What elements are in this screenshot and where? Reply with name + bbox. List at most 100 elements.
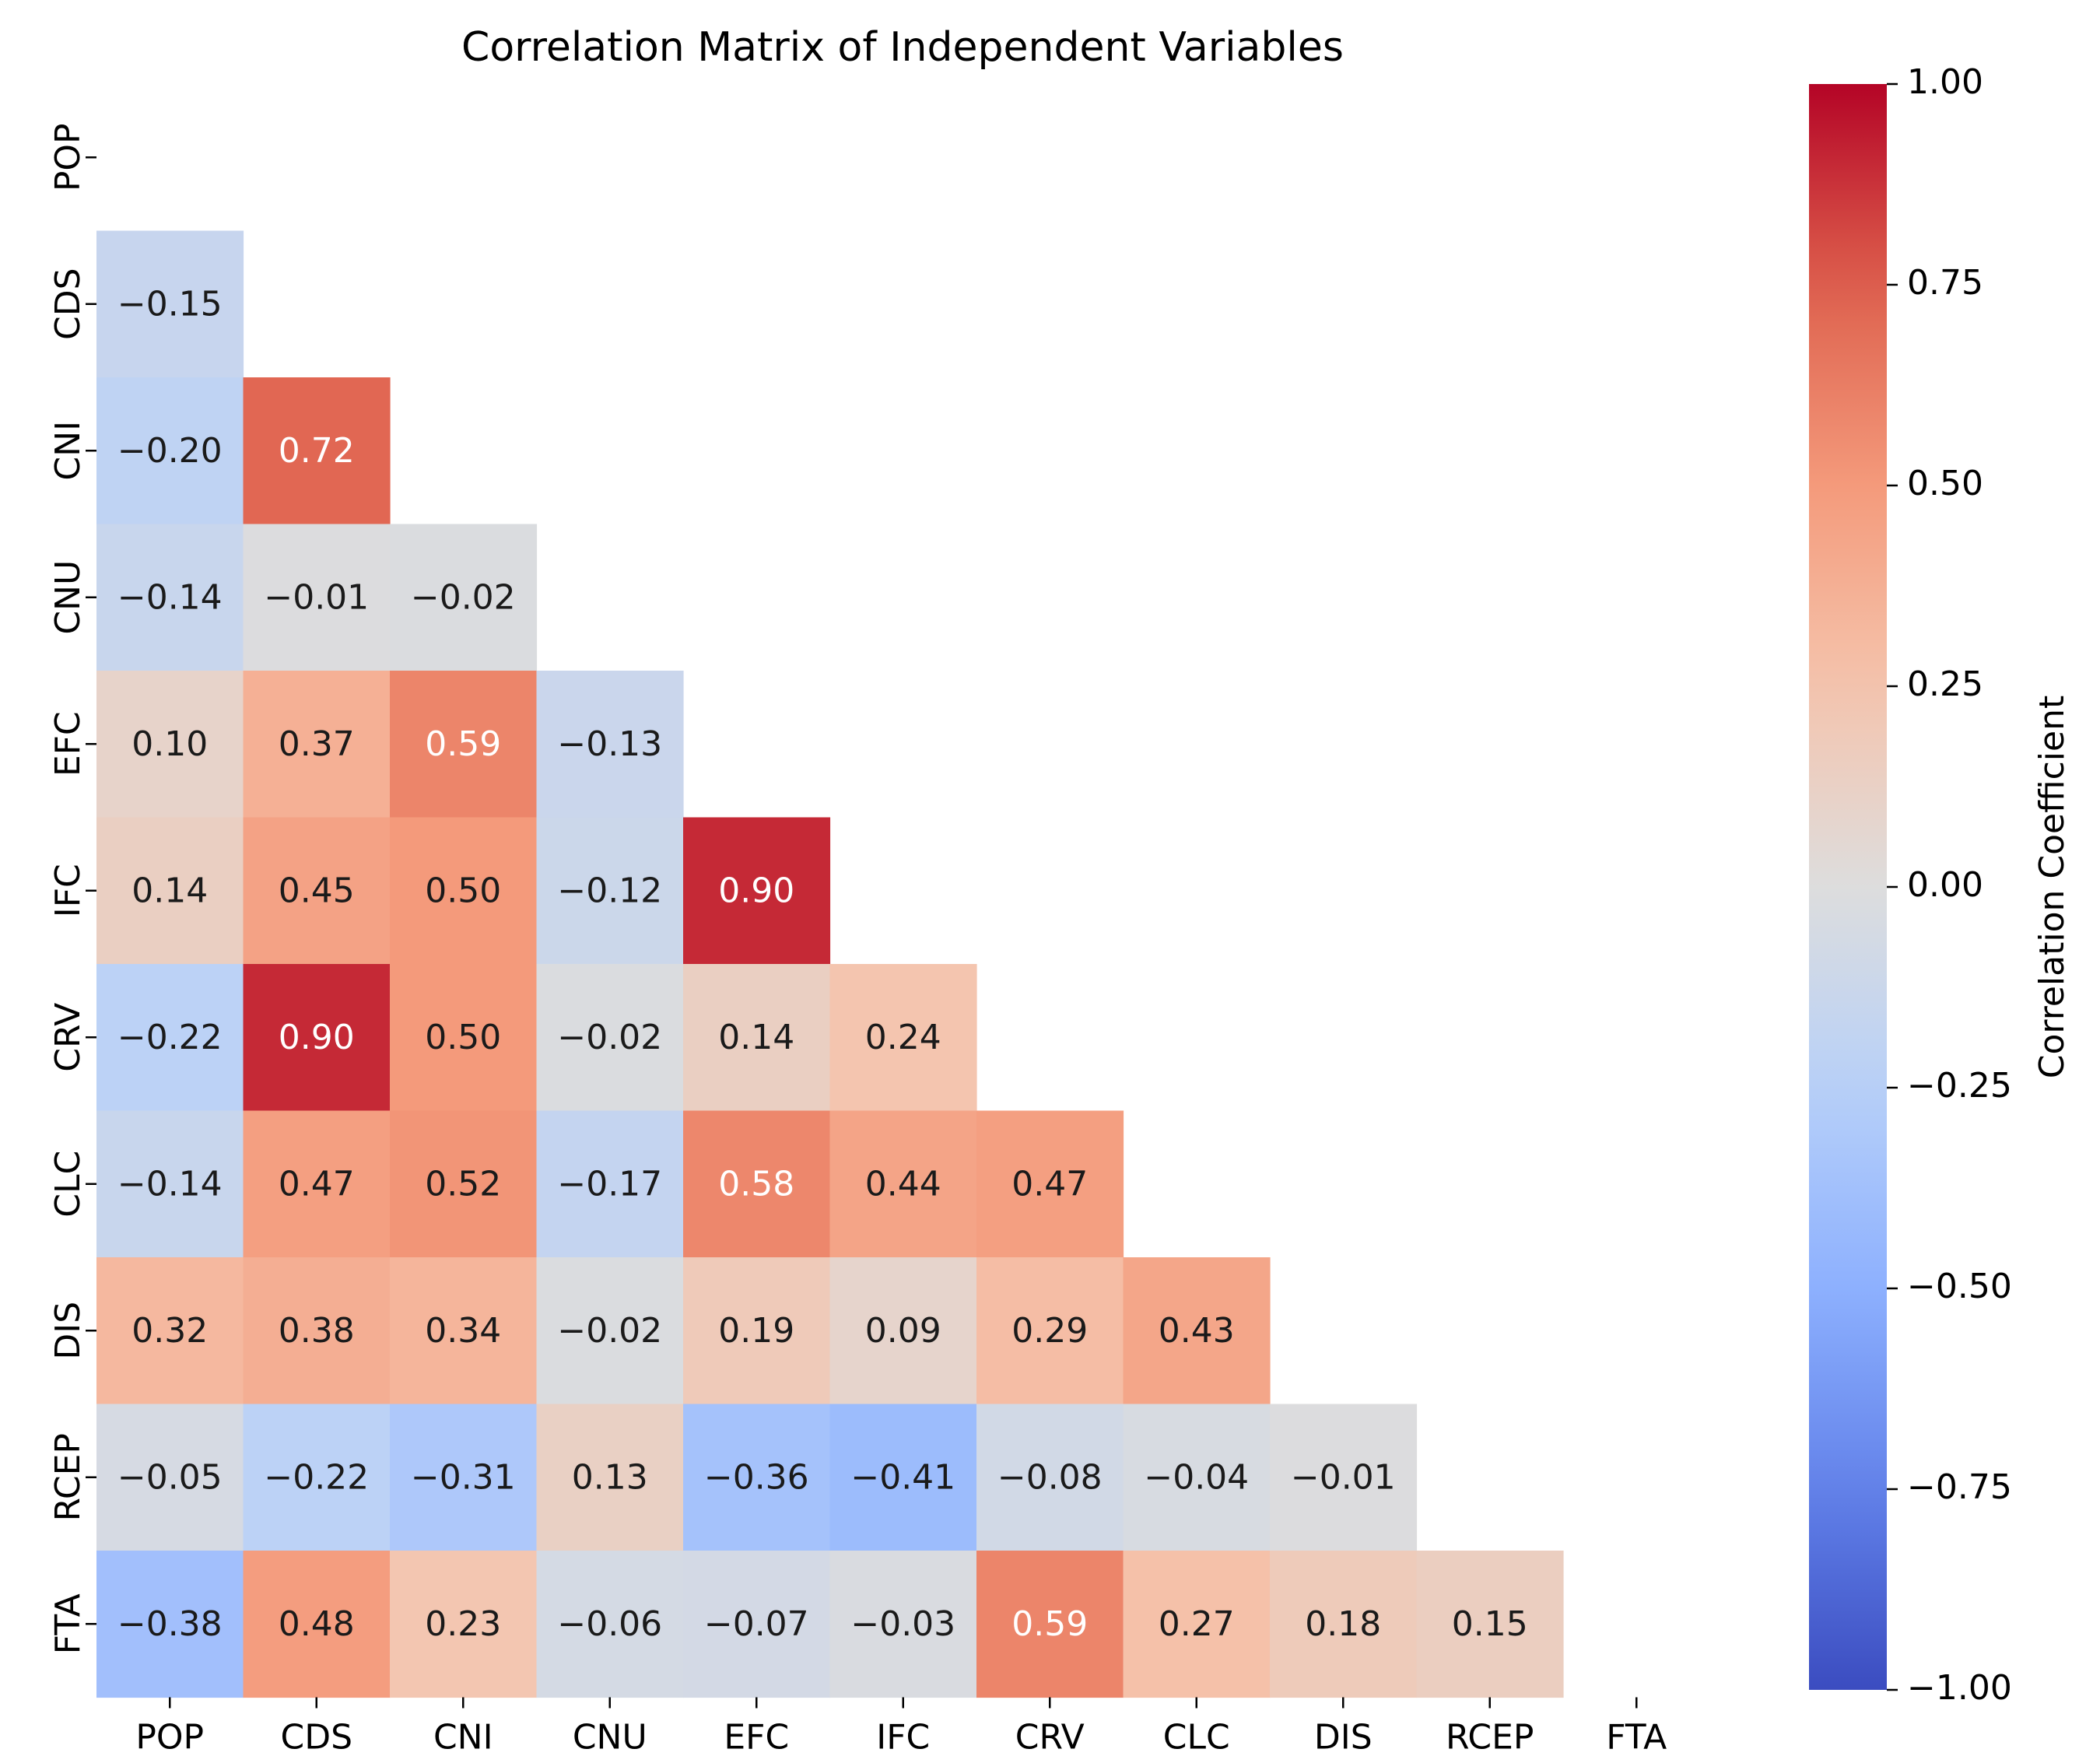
cell-value-fta-efc: −0.07 [704,1604,809,1644]
x-tick-label-dis: DIS [1314,1718,1373,1758]
cell-value-cnu-cni: −0.02 [411,577,516,617]
cell-value-efc-cni: 0.59 [425,724,501,764]
heatmap-cell-crv-cnu [536,964,684,1112]
cell-value-fta-cnu: −0.06 [557,1604,662,1644]
heatmap-cell-efc-cds [243,671,391,818]
cell-value-cnu-pop: −0.14 [117,577,223,617]
cell-value-rcep-ifc: −0.41 [850,1457,955,1497]
cell-value-clc-cnu: −0.17 [557,1164,662,1204]
cell-value-ifc-pop: 0.14 [131,871,208,910]
heatmap-cell-rcep-dis [1270,1404,1418,1551]
heatmap-cell-fta-dis [1270,1551,1418,1698]
cell-value-crv-pop: −0.22 [117,1018,223,1057]
x-tick-label-cni: CNI [433,1718,493,1758]
y-axis-ticks: POP CDS CNI CNU EFC IFC CRV CLC DIS RCEP FTA [48,123,96,1654]
heatmap-cell-crv-cni [390,964,538,1112]
colorbar-tick-label: 0.75 [1907,263,1983,303]
x-tick-label-rcep: RCEP [1446,1718,1534,1758]
cell-value-clc-cni: 0.52 [425,1164,501,1204]
heatmap-cell-fta-rcep [1416,1551,1564,1698]
cell-value-rcep-dis: −0.01 [1291,1457,1396,1497]
colorbar-tick-label: −0.25 [1907,1066,2012,1106]
heatmap-cell-dis-efc [683,1257,831,1405]
heatmap-cell-fta-crv [976,1551,1124,1698]
cell-value-rcep-efc: −0.36 [704,1457,809,1497]
x-tick-label-ifc: IFC [876,1718,930,1758]
cell-value-ifc-cnu: −0.12 [557,871,662,910]
cell-value-fta-clc: 0.27 [1159,1604,1235,1644]
heatmap-cell-ifc-cds [243,817,391,965]
cell-value-clc-cds: 0.47 [279,1164,355,1204]
heatmap-cell-fta-ifc [829,1551,977,1698]
y-tick-label-clc: CLC [48,1151,88,1218]
heatmap-cell-rcep-crv [976,1404,1124,1551]
heatmap-cell-clc-cni [390,1110,538,1258]
colorbar [1809,84,1887,1690]
heatmap-cell-dis-cds [243,1257,391,1405]
colorbar-tick-label: 0.00 [1907,865,1983,905]
heatmap-cell-crv-cds [243,964,391,1112]
heatmap-cell-clc-efc [683,1110,831,1258]
heatmap-cell-rcep-clc [1123,1404,1271,1551]
cell-value-clc-pop: −0.14 [117,1164,223,1204]
cell-value-dis-efc: 0.19 [718,1311,794,1351]
x-tick-label-pop: POP [135,1718,204,1758]
cell-value-fta-cni: 0.23 [425,1604,501,1644]
heatmap-cell-rcep-cnu [536,1404,684,1551]
y-tick-label-efc: EFC [48,711,88,776]
cell-value-cni-cds: 0.72 [279,431,355,471]
y-tick-label-fta: FTA [48,1593,88,1654]
y-tick-label-crv: CRV [48,1003,88,1072]
cell-value-fta-ifc: −0.03 [850,1604,955,1644]
heatmap-cell-dis-clc [1123,1257,1271,1405]
heatmap-cell-fta-pop [96,1551,244,1698]
chart-title: Correlation Matrix of Independent Variab… [461,24,1344,71]
y-tick-label-rcep: RCEP [48,1433,88,1521]
x-axis-ticks: POP CDS CNI CNU EFC IFC CRV CLC DIS RCEP FTA [135,1697,1667,1758]
colorbar-label: Correlation Coefficient [2032,696,2072,1079]
heatmap-cell-cnu-pop [96,524,244,671]
cell-value-dis-cds: 0.38 [279,1311,355,1351]
heatmap-cell-efc-cni [390,671,538,818]
heatmap-cell-efc-pop [96,671,244,818]
cell-value-crv-efc: 0.14 [718,1018,794,1057]
cell-value-efc-cnu: −0.13 [557,724,662,764]
cell-value-rcep-cni: −0.31 [411,1457,516,1497]
heatmap-cell-clc-ifc [829,1110,977,1258]
heatmap-cell-clc-crv [976,1110,1124,1258]
heatmap-cell-crv-pop [96,964,244,1112]
heatmap-cell-cds-pop [96,230,244,378]
heatmap-cell-crv-efc [683,964,831,1112]
x-tick-label-cds: CDS [280,1718,352,1758]
heatmap-cell-ifc-pop [96,817,244,965]
heatmap-cell-cni-cds [243,377,391,525]
cell-value-crv-cnu: −0.02 [557,1018,662,1057]
y-tick-label-dis: DIS [48,1302,88,1360]
heatmap-cell-rcep-cds [243,1404,391,1551]
cell-value-rcep-cnu: 0.13 [572,1457,648,1497]
heatmap-cell-fta-cni [390,1551,538,1698]
cell-value-rcep-crv: −0.08 [997,1457,1103,1497]
cell-value-dis-cnu: −0.02 [557,1311,662,1351]
cell-value-ifc-cni: 0.50 [425,871,501,910]
heatmap-cell-clc-pop [96,1110,244,1258]
heatmap-cell-ifc-cnu [536,817,684,965]
cell-value-ifc-cds: 0.45 [279,871,355,910]
heatmap-cell-dis-cni [390,1257,538,1405]
heatmap-cell-crv-ifc [829,964,977,1112]
cell-value-crv-cni: 0.50 [425,1018,501,1057]
heatmap-cell-dis-pop [96,1257,244,1405]
heatmap-cell-dis-ifc [829,1257,977,1405]
heatmap-cell-fta-cds [243,1551,391,1698]
cell-value-rcep-clc: −0.04 [1144,1457,1249,1497]
heatmap-cell-cnu-cni [390,524,538,671]
heatmap-cell-clc-cds [243,1110,391,1258]
cell-value-dis-pop: 0.32 [131,1311,208,1351]
colorbar-tick-label: −0.75 [1907,1467,2012,1507]
heatmap-cell-efc-cnu [536,671,684,818]
cell-value-crv-ifc: 0.24 [865,1018,941,1057]
heatmap-cell-rcep-cni [390,1404,538,1551]
cell-value-cnu-cds: −0.01 [264,577,369,617]
